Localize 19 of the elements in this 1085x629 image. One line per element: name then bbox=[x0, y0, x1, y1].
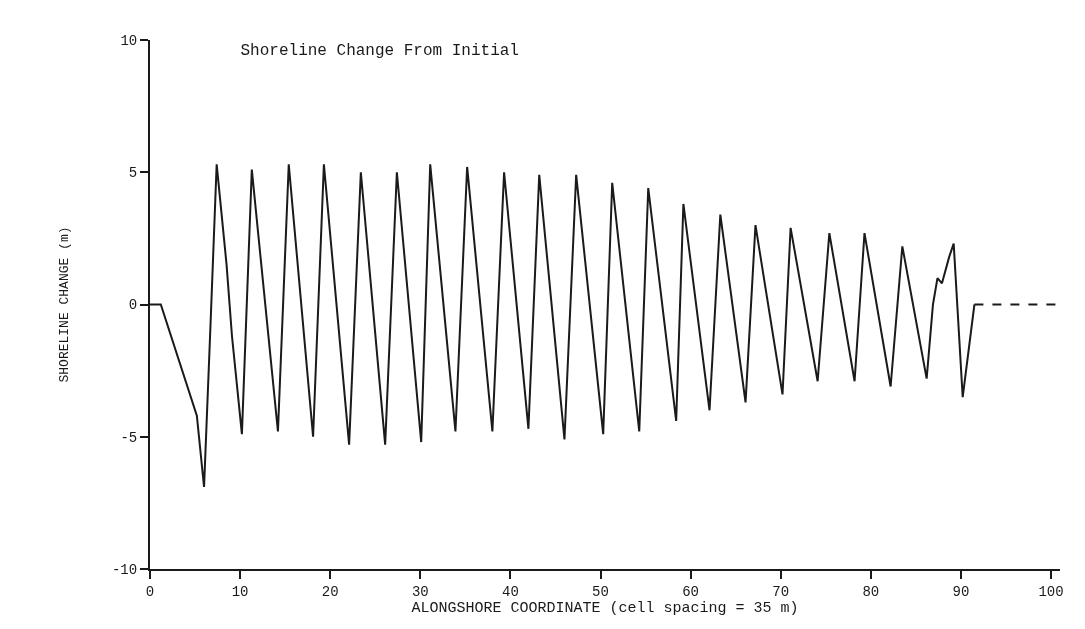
x-axis-title: ALONGSHORE COORDINATE (cell spacing = 35 m) bbox=[411, 599, 799, 617]
x-tick-label: 30 bbox=[411, 583, 429, 600]
x-tick-label: 60 bbox=[682, 583, 699, 600]
y-axis-title: SHORELINE CHANGE (m) bbox=[57, 226, 73, 383]
y-tick-label: -10 bbox=[111, 561, 138, 578]
chart-title: Shoreline Change From Initial bbox=[240, 42, 519, 61]
x-tick-label: 70 bbox=[772, 583, 790, 600]
x-tick-label: 10 bbox=[231, 583, 249, 600]
x-tick-label: 100 bbox=[1038, 583, 1064, 600]
x-tick-label: 40 bbox=[501, 583, 519, 600]
y-tick-label: 10 bbox=[120, 32, 138, 49]
y-tick-label: 0 bbox=[128, 297, 138, 314]
x-tick-label: 90 bbox=[952, 583, 970, 600]
y-tick-label: 5 bbox=[128, 165, 138, 182]
x-tick-label: 0 bbox=[145, 583, 155, 600]
x-tick-label: 80 bbox=[862, 583, 880, 600]
x-tick-label: 50 bbox=[592, 583, 609, 600]
y-tick-label: -5 bbox=[120, 429, 138, 446]
x-tick-label: 20 bbox=[321, 583, 339, 600]
